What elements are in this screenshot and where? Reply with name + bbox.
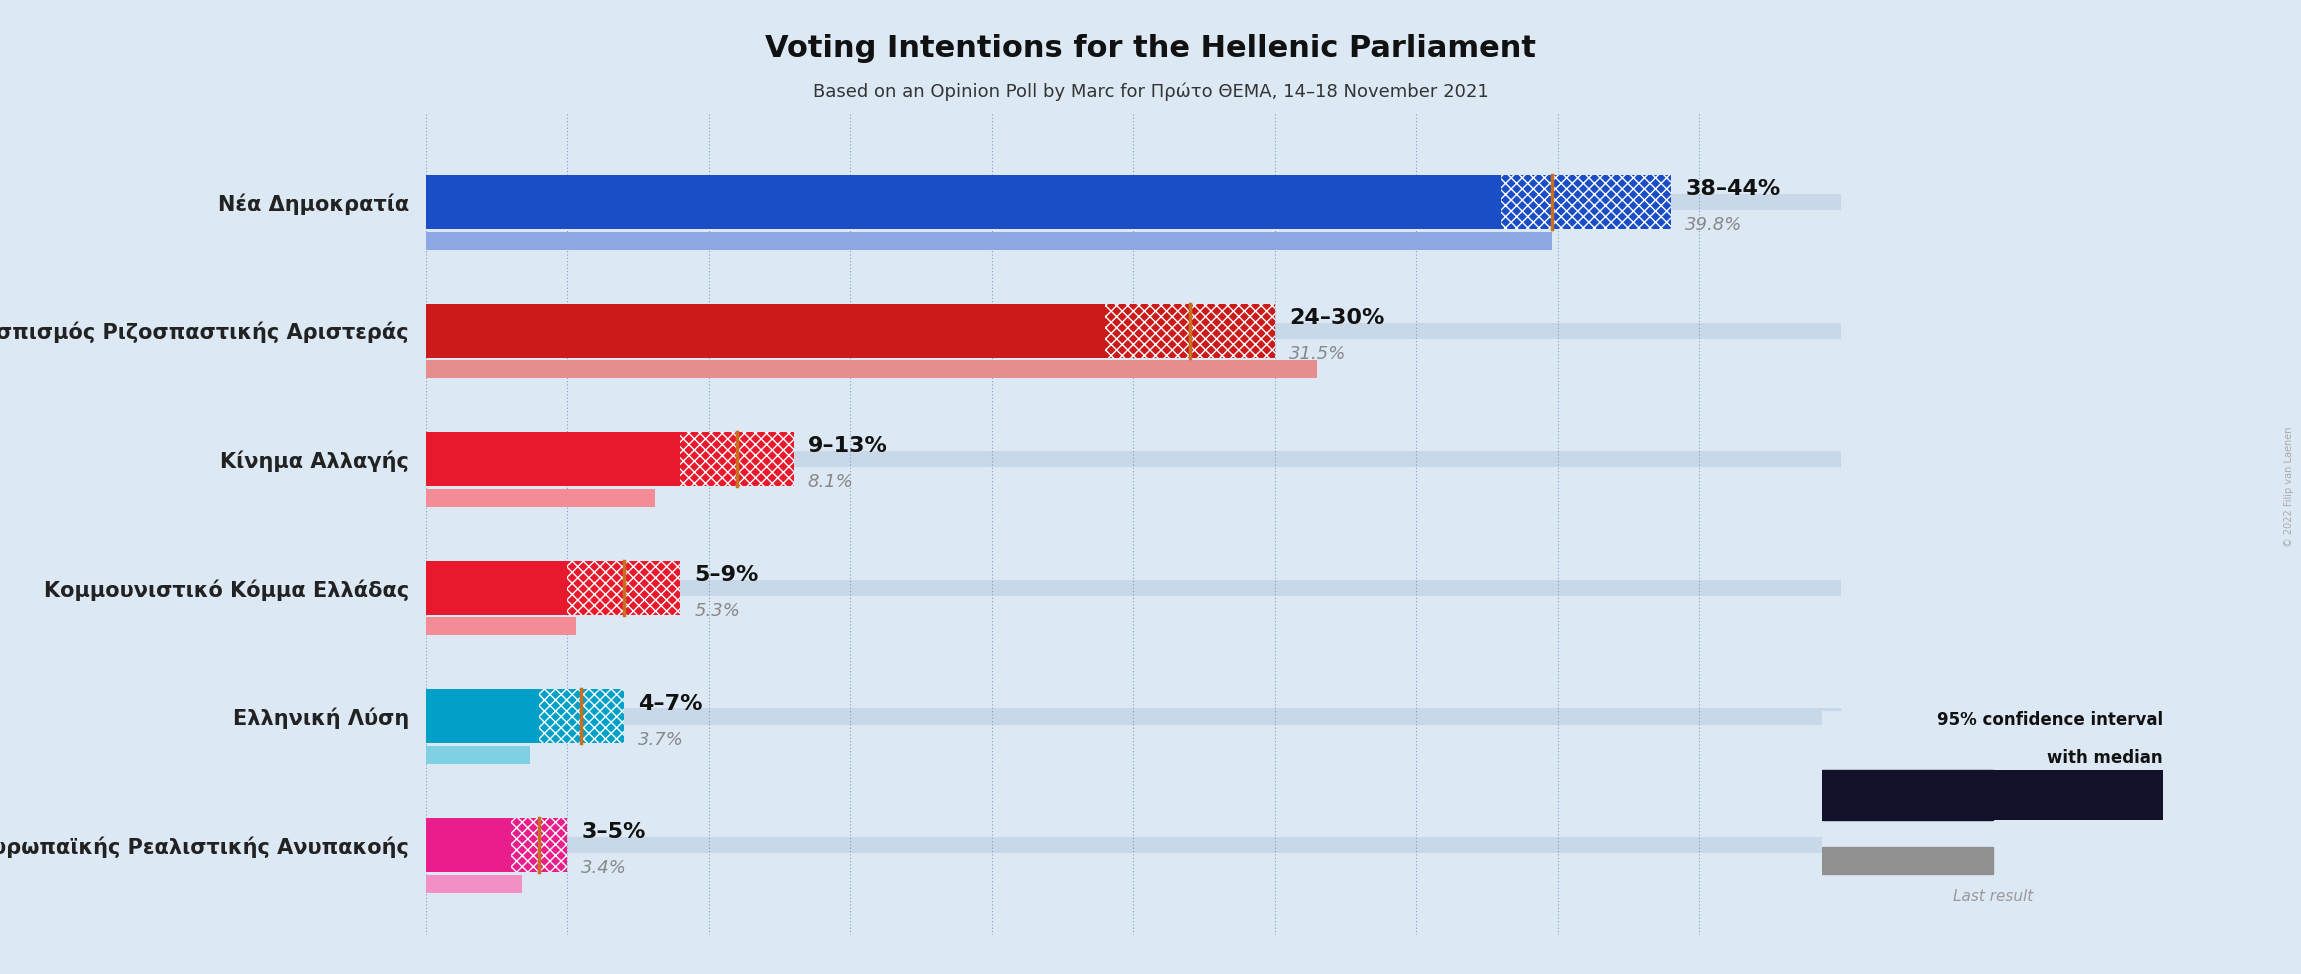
Bar [426, 322, 1841, 339]
Bar [426, 194, 1841, 210]
Text: 3.4%: 3.4% [582, 859, 628, 878]
Text: 95% confidence interval: 95% confidence interval [1937, 711, 2163, 729]
Text: 24–30%: 24–30% [1289, 308, 1385, 328]
Text: 39.8%: 39.8% [1684, 216, 1742, 234]
Bar [426, 746, 532, 764]
Bar [426, 432, 681, 486]
Text: 3–5%: 3–5% [582, 822, 647, 843]
Bar [426, 708, 1841, 725]
Bar [1500, 175, 1671, 229]
Text: 38–44%: 38–44% [1684, 179, 1781, 199]
Text: 3.7%: 3.7% [637, 730, 683, 749]
Text: Voting Intentions for the Hellenic Parliament: Voting Intentions for the Hellenic Parli… [764, 34, 1537, 63]
Bar [681, 432, 794, 486]
Bar [426, 818, 511, 872]
Text: 4–7%: 4–7% [637, 693, 702, 714]
Bar [538, 690, 624, 743]
Bar [426, 489, 656, 506]
Bar [426, 561, 568, 615]
Text: Last result: Last result [1954, 889, 2032, 904]
Bar [1822, 769, 1993, 820]
Bar [426, 232, 1553, 249]
Bar [426, 618, 575, 635]
Bar [426, 175, 1500, 229]
Text: 8.1%: 8.1% [808, 473, 854, 491]
Bar [511, 818, 568, 872]
Bar [1993, 769, 2163, 820]
Bar [426, 875, 522, 892]
Text: 31.5%: 31.5% [1289, 345, 1346, 362]
Text: Based on an Opinion Poll by Marc for Πρώτο ΘΕΜΑ, 14–18 November 2021: Based on an Opinion Poll by Marc for Πρώ… [812, 83, 1489, 101]
Bar [568, 561, 681, 615]
Bar [426, 837, 1841, 853]
Text: 9–13%: 9–13% [808, 436, 888, 457]
Bar [1104, 304, 1275, 357]
Text: 5–9%: 5–9% [695, 565, 759, 585]
Bar [426, 360, 1316, 378]
Text: © 2022 Filip van Laenen: © 2022 Filip van Laenen [2285, 427, 2294, 547]
Text: 5.3%: 5.3% [695, 602, 741, 620]
Bar [426, 304, 1104, 357]
Bar [426, 580, 1841, 596]
Bar [426, 451, 1841, 468]
Text: with median: with median [2048, 749, 2163, 767]
Bar [426, 690, 538, 743]
Bar [1822, 847, 1993, 875]
